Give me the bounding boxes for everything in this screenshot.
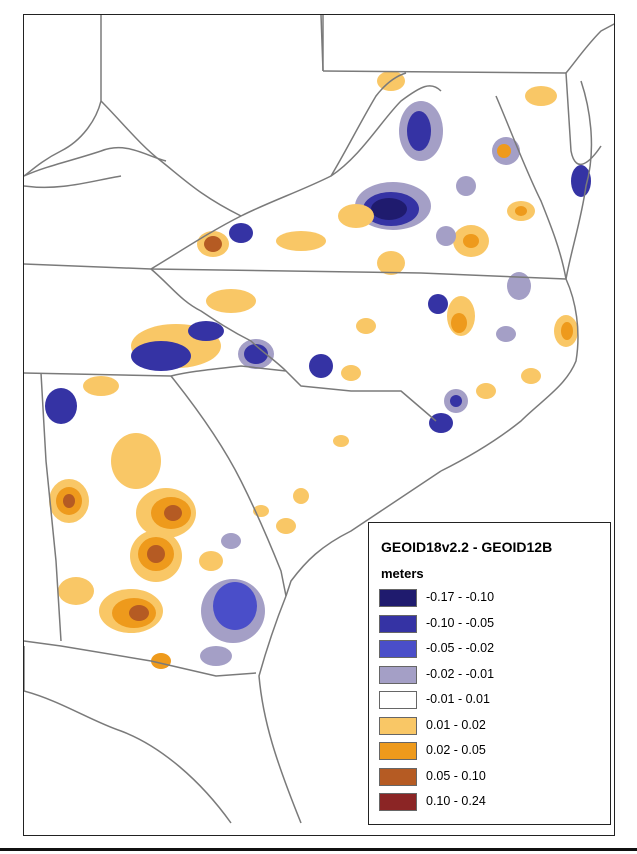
- patch: [456, 176, 476, 196]
- tn-nc-border: [150, 268, 287, 372]
- ky-wv-west: [24, 100, 102, 177]
- patch: [131, 341, 191, 371]
- patch: [338, 204, 374, 228]
- patch: [377, 251, 405, 275]
- patch: [407, 111, 431, 151]
- legend-swatch: [379, 691, 417, 709]
- legend-title: GEOID18v2.2 - GEOID12B: [381, 539, 553, 555]
- patch: [356, 318, 376, 334]
- patch: [428, 294, 448, 314]
- geoid-difference-map: [24, 15, 614, 824]
- patch: [429, 413, 453, 433]
- legend-row: -0.02 - -0.01: [379, 665, 604, 686]
- legend-label: -0.10 - -0.05: [426, 615, 495, 630]
- legend-units: meters: [381, 566, 424, 581]
- patch: [188, 321, 224, 341]
- legend-row: 0.10 - 0.24: [379, 793, 604, 813]
- fl-west: [24, 690, 232, 824]
- state-boundaries: [24, 15, 614, 824]
- patch: [111, 433, 161, 489]
- nj-line: [565, 23, 614, 74]
- patch: [213, 582, 257, 630]
- patch: [497, 144, 511, 158]
- ga-fl-border: [24, 640, 257, 677]
- patch: [507, 272, 531, 300]
- nc-sc-ga-border: [24, 365, 437, 422]
- legend-swatch: [379, 716, 417, 735]
- legend-label: 0.01 - 0.02: [426, 717, 486, 732]
- patch: [63, 494, 75, 508]
- patch: [496, 326, 516, 342]
- patch: [463, 234, 479, 248]
- legend-row: -0.01 - 0.01: [379, 691, 604, 711]
- patch: [244, 344, 268, 364]
- legend-label: 0.02 - 0.05: [426, 743, 486, 757]
- patch: [525, 86, 557, 106]
- wv-va-inner: [330, 72, 407, 177]
- patch: [476, 383, 496, 399]
- legend-label: -0.05 - -0.02: [426, 641, 495, 655]
- patch: [276, 518, 296, 534]
- patch: [45, 388, 77, 424]
- patch: [333, 435, 349, 447]
- pa-md-line: [322, 70, 567, 74]
- legend-label: 0.10 - 0.24: [426, 794, 486, 808]
- patch: [561, 322, 573, 340]
- legend-swatch: [379, 614, 417, 633]
- oh-wv-border: [100, 100, 242, 217]
- legend-label: -0.17 - -0.10: [426, 590, 495, 604]
- ga-fl-coast: [258, 595, 302, 824]
- map-frame: [23, 14, 615, 836]
- legend-row: 0.05 - 0.10: [379, 767, 604, 788]
- ky-oh-river: [24, 146, 167, 177]
- legend-row: -0.17 - -0.10: [379, 589, 604, 609]
- legend-label: -0.01 - 0.01: [426, 692, 490, 706]
- legend-label: -0.02 - -0.01: [426, 666, 495, 681]
- patch: [229, 223, 253, 243]
- patch: [83, 376, 119, 396]
- patch: [204, 236, 222, 252]
- legend-row: 0.01 - 0.02: [379, 716, 604, 737]
- md-de-border: [565, 72, 602, 165]
- legend-swatch: [379, 589, 417, 607]
- map-legend: GEOID18v2.2 - GEOID12B meters -0.17 - -0…: [368, 522, 611, 825]
- legend-swatch: [379, 742, 417, 760]
- patch: [450, 395, 462, 407]
- legend-row: -0.10 - -0.05: [379, 614, 604, 635]
- sc-ga-border: [170, 375, 287, 597]
- patch: [521, 368, 541, 384]
- legend-row: -0.05 - -0.02: [379, 640, 604, 660]
- patch: [451, 313, 467, 333]
- legend-swatch: [379, 665, 417, 684]
- ky-southern: [24, 175, 122, 189]
- sc-coast: [285, 470, 442, 597]
- patch: [164, 505, 182, 521]
- patch: [276, 231, 326, 251]
- patch: [147, 545, 165, 563]
- va-nc-coast: [440, 278, 579, 472]
- ky-wv-va-border: [150, 85, 442, 270]
- patch: [309, 354, 333, 378]
- patch: [371, 198, 407, 220]
- patch: [293, 488, 309, 504]
- tn-nc-va-ky-line: [24, 263, 567, 280]
- legend-label: 0.05 - 0.10: [426, 768, 486, 783]
- patch: [221, 533, 241, 549]
- bottom-rule: [0, 848, 637, 851]
- patch: [341, 365, 361, 381]
- patch: [200, 646, 232, 666]
- legend-swatch: [379, 793, 417, 811]
- chesapeake-coast: [565, 80, 593, 280]
- patch: [129, 605, 149, 621]
- patch: [58, 577, 94, 605]
- bay-inner: [495, 95, 567, 280]
- patch: [436, 226, 456, 246]
- patch: [199, 551, 223, 571]
- legend-row: 0.02 - 0.05: [379, 742, 604, 762]
- legend-swatch: [379, 767, 417, 786]
- legend-swatch: [379, 640, 417, 658]
- patch: [206, 289, 256, 313]
- al-ga-border: [40, 372, 62, 642]
- patch: [515, 206, 527, 216]
